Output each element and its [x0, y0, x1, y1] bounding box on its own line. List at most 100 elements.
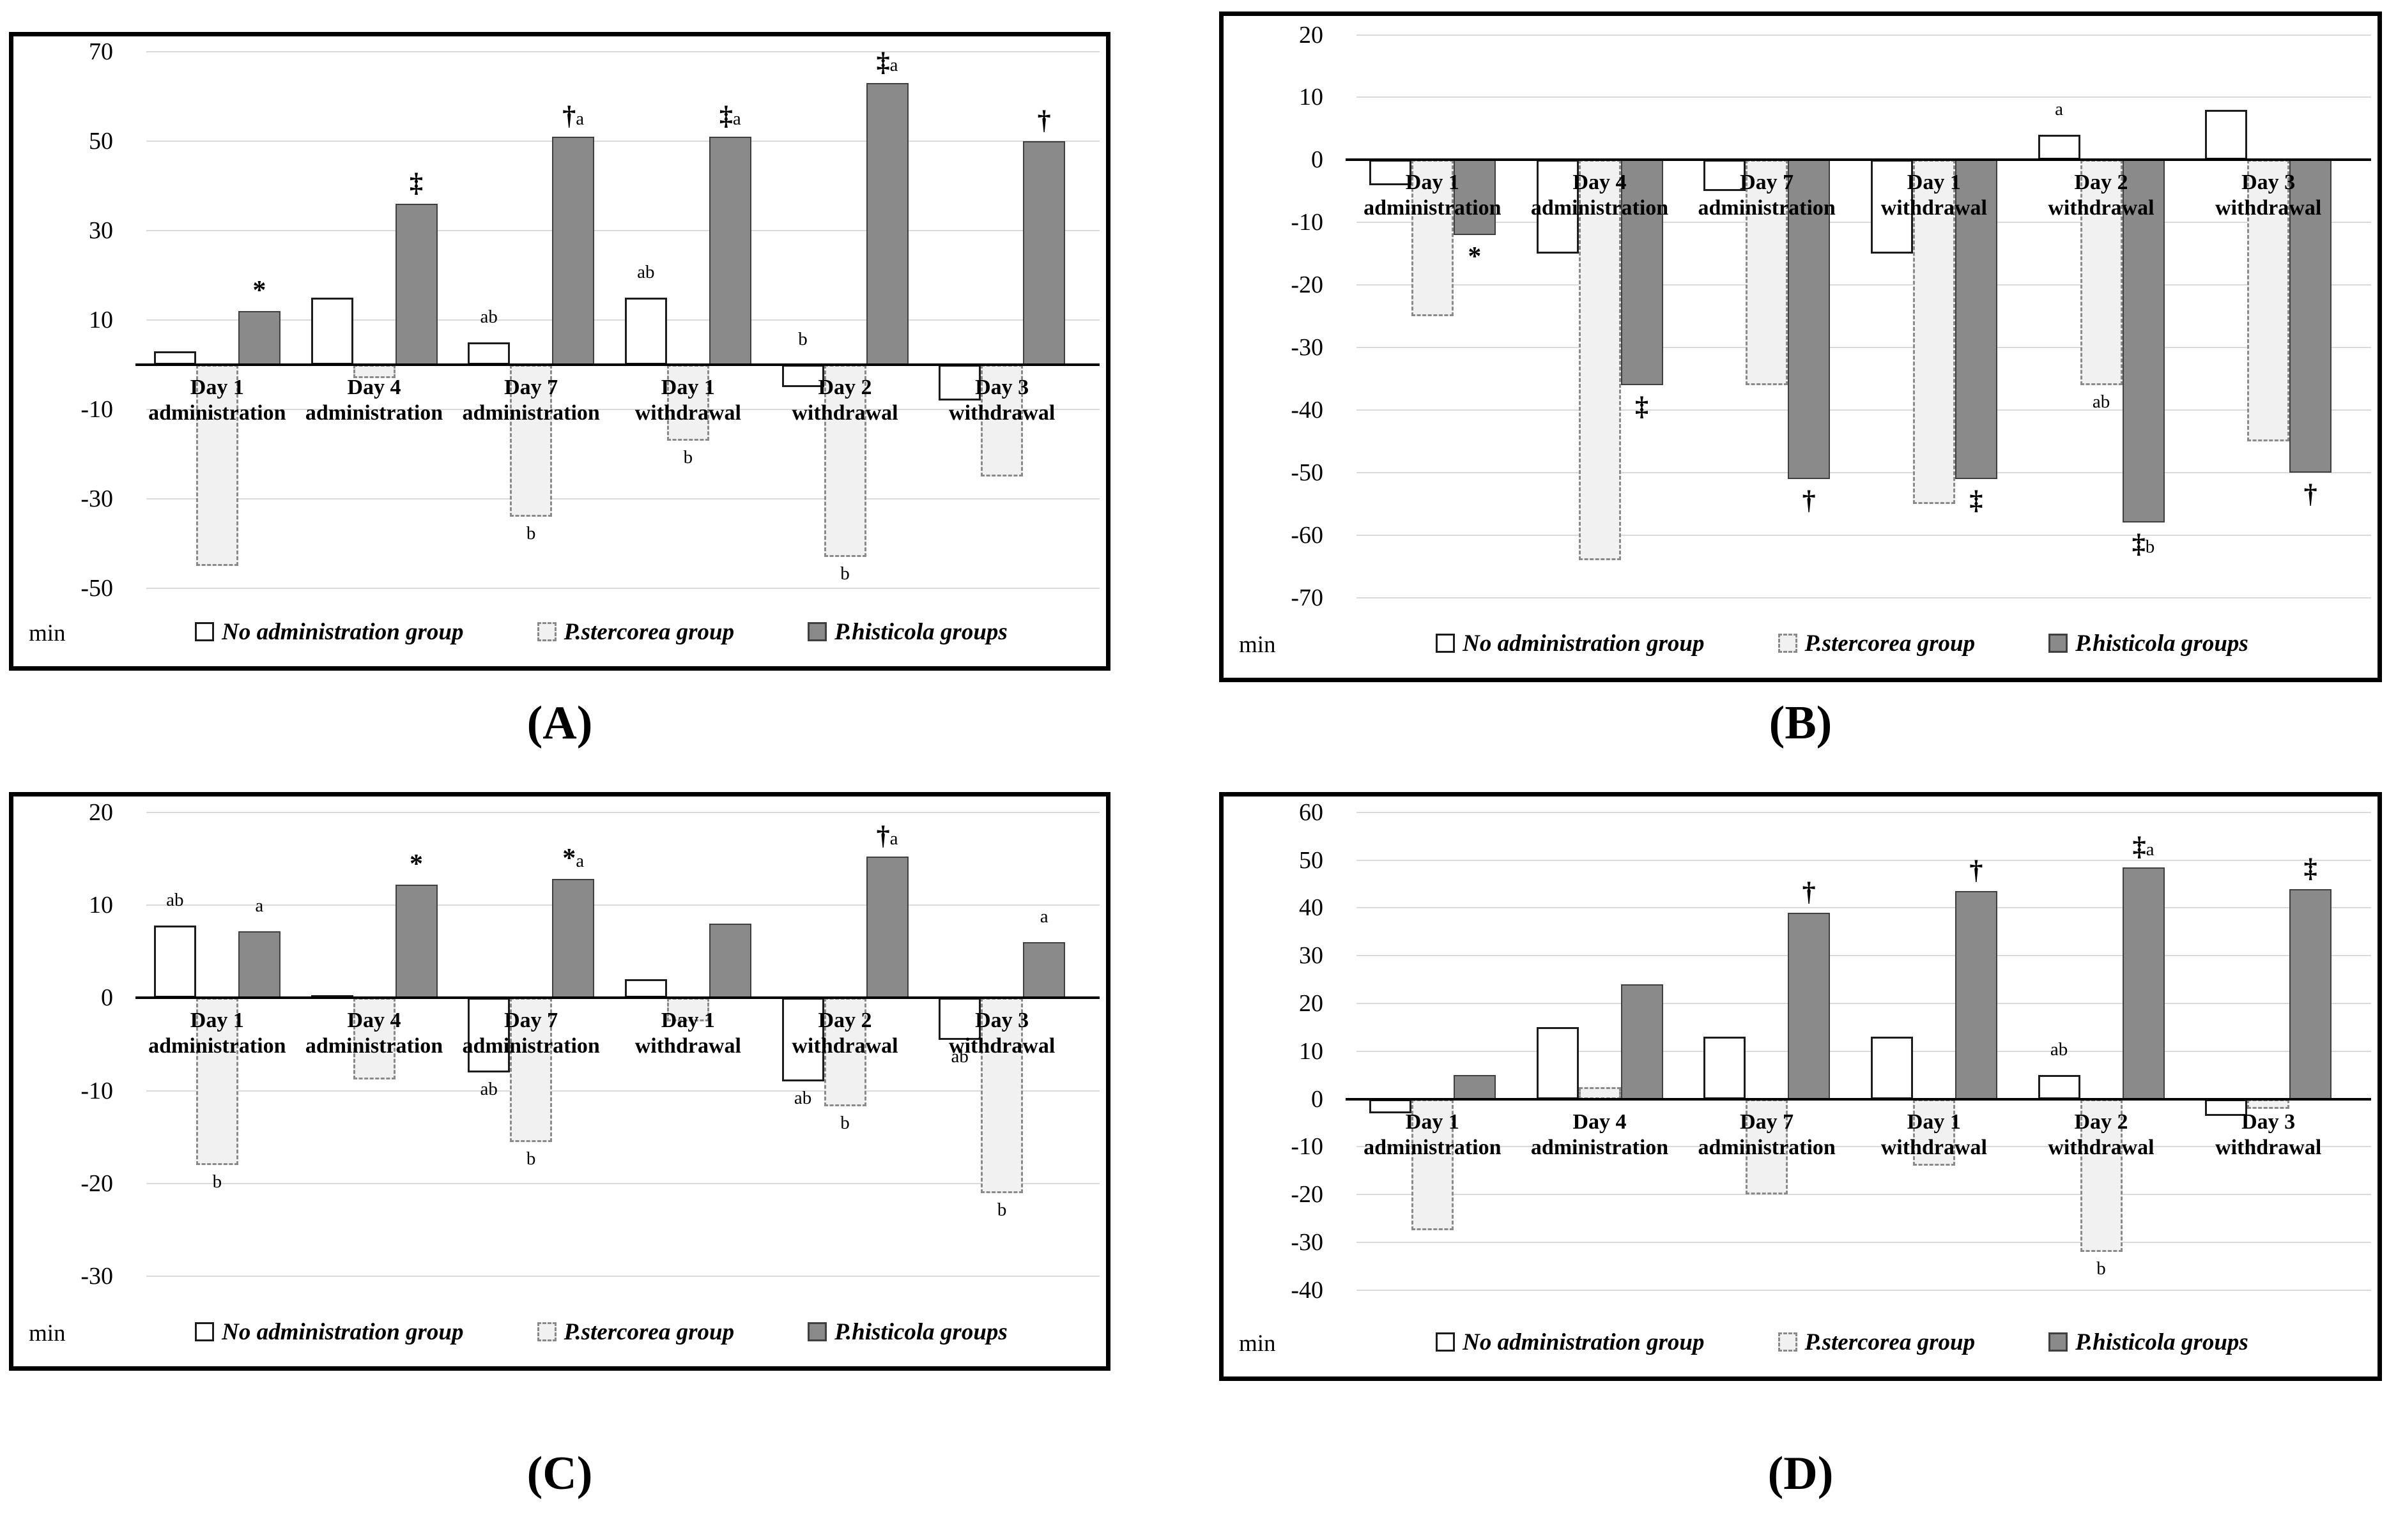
annotation-histicola-cat1: ‡	[410, 169, 423, 198]
annotation-stercorea-cat4: b	[840, 563, 850, 584]
bar-stercorea-cat0	[196, 365, 238, 566]
annotation-histicola-cat4: ‡a	[2132, 832, 2155, 862]
y-tick-label: 10	[1299, 1037, 1323, 1065]
annotation-histicola-cat3: ‡a	[719, 102, 741, 131]
bar-histicola-cat3	[1955, 160, 1997, 479]
bar-histicola-cat2	[1788, 160, 1831, 479]
legend-item-no_admin: No administration group	[1436, 1329, 1705, 1356]
annotation-histicola-cat2: †a	[562, 102, 585, 131]
panel-B: 20 10 0 -10 -20 -30 -40 -50 -60 -70 * Day 1 administ…	[1219, 11, 2382, 682]
legend-label: No administration group	[1463, 1329, 1705, 1355]
x-axis-line	[135, 363, 1100, 366]
panel-caption-A: (A)	[526, 697, 593, 749]
annotation-histicola-cat3: †	[1969, 856, 1983, 886]
x-category-label: Day 3 withdrawal	[2215, 171, 2322, 220]
legend-item-histicola: P.histicola groups	[2048, 630, 2248, 657]
gridline	[146, 498, 1100, 499]
y-tick-label: -50	[1291, 459, 1323, 486]
x-axis-line	[1346, 1097, 2371, 1101]
gridline	[146, 904, 1100, 906]
annotation-histicola-cat0: *	[252, 276, 266, 305]
bar-histicola-cat3	[1955, 891, 1997, 1099]
gridline	[1356, 597, 2371, 598]
gridline	[146, 51, 1100, 52]
y-tick-label: -30	[1291, 334, 1323, 362]
bar-stercorea-cat2	[510, 365, 553, 517]
x-category-label: Day 1 administration	[148, 376, 286, 425]
legend-item-stercorea: P.stercorea group	[1778, 630, 1975, 657]
y-tick-label: 0	[1311, 1085, 1323, 1113]
gridline	[146, 811, 1100, 813]
y-tick-label: -10	[1291, 209, 1323, 236]
legend-B: No administration group P.stercorea group…	[1319, 623, 2365, 664]
x-category-label: Day 7 administration	[1698, 1109, 1836, 1159]
legend-A: No administration group P.stercorea group…	[109, 611, 1093, 652]
bar-histicola-cat3	[709, 923, 751, 998]
annotation-histicola-cat5: ‡	[2303, 853, 2317, 883]
x-category-label: Day 4 administration	[305, 376, 443, 425]
legend-item-no_admin: No administration group	[195, 618, 464, 646]
bar-stercorea-cat4	[824, 365, 866, 557]
bar-no_admin-cat3	[624, 979, 667, 998]
bar-no_admin-cat1	[311, 298, 353, 365]
bar-no_admin-cat4	[2038, 1075, 2080, 1099]
panel-caption-D: (D)	[1767, 1447, 1834, 1500]
gridline	[1356, 96, 2371, 98]
annotation-histicola-cat5: †	[1037, 106, 1051, 135]
bar-no_admin-cat1	[1536, 160, 1579, 254]
y-axis-unit-label: min	[1239, 1330, 1276, 1357]
bar-histicola-cat5	[2289, 888, 2332, 1099]
gridline	[1356, 1003, 2371, 1005]
gridline	[1356, 409, 2371, 411]
bar-stercorea-cat4	[2080, 160, 2123, 385]
annotation-no_admin-cat4: b	[798, 329, 808, 349]
gridline	[146, 319, 1100, 321]
annotation-no_admin-cat4: ab	[794, 1088, 812, 1109]
gridline	[1356, 1146, 2371, 1148]
bar-histicola-cat4	[866, 857, 909, 998]
annotation-stercorea-cat0: b	[212, 1171, 222, 1192]
x-category-label: Day 3 withdrawal	[949, 376, 1056, 425]
x-category-label: Day 3 withdrawal	[2215, 1109, 2322, 1159]
y-tick-label: 30	[1299, 942, 1323, 970]
bar-no_admin-cat3	[1870, 160, 1913, 254]
legend-item-histicola: P.histicola groups	[808, 1318, 1008, 1346]
legend-label: No administration group	[222, 1318, 464, 1345]
bar-histicola-cat4	[866, 83, 909, 365]
gridline	[1356, 907, 2371, 909]
y-tick-label: 20	[89, 798, 113, 826]
bar-stercorea-cat3	[1912, 160, 1955, 504]
gridline	[1356, 859, 2371, 861]
legend-label: P.histicola groups	[2075, 630, 2248, 657]
bar-stercorea-cat5	[2247, 1099, 2290, 1109]
y-tick-label: 10	[1299, 84, 1323, 111]
annotation-histicola-cat4: ‡a	[876, 48, 898, 77]
y-tick-label: -40	[1291, 396, 1323, 423]
gridline	[1356, 534, 2371, 536]
annotation-stercorea-cat4: b	[840, 1113, 850, 1134]
x-axis-line	[1346, 158, 2371, 162]
x-category-label: Day 4 administration	[305, 1009, 443, 1058]
bar-histicola-cat4	[2122, 867, 2165, 1099]
bar-stercorea-cat1	[353, 998, 396, 1080]
bar-stercorea-cat2	[1746, 160, 1788, 385]
x-category-label: Day 1 withdrawal	[634, 376, 741, 425]
y-axis-unit-label: min	[29, 1320, 66, 1346]
gridline	[1356, 471, 2371, 473]
panel-C: 20 10 0 -10 -20 -30 ab b a Day 1 administration * Da…	[9, 792, 1110, 1371]
bar-no_admin-cat4	[2038, 135, 2080, 160]
bar-no_admin-cat3	[1870, 1037, 1913, 1099]
x-category-label: Day 4 administration	[1530, 1109, 1669, 1159]
bar-histicola-cat4	[2122, 160, 2165, 523]
x-category-label: Day 2 withdrawal	[2048, 1109, 2155, 1159]
bar-no_admin-cat5	[939, 998, 981, 1040]
gridline	[1356, 1241, 2371, 1243]
gridline	[1356, 34, 2371, 36]
legend-item-stercorea: P.stercorea group	[537, 1318, 735, 1346]
gridline	[1356, 811, 2371, 813]
y-tick-label: -20	[81, 1170, 113, 1198]
legend-item-histicola: P.histicola groups	[2048, 1329, 2248, 1356]
gridline	[146, 409, 1100, 410]
bar-histicola-cat0	[238, 931, 280, 998]
legend-label: P.stercorea group	[564, 1318, 735, 1345]
